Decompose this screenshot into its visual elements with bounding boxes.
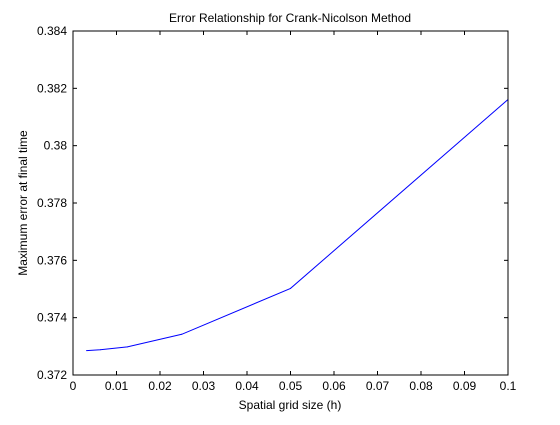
chart-title: Error Relationship for Crank-Nicolson Me…: [169, 11, 411, 25]
y-tick-label: 0.372: [37, 368, 67, 382]
data-point: [126, 346, 128, 348]
data-point: [99, 349, 101, 351]
y-tick-label: 0.38: [44, 139, 68, 153]
x-tick-label: 0.05: [279, 379, 303, 393]
x-tick-label: 0.08: [409, 379, 433, 393]
x-tick-label: 0.06: [322, 379, 346, 393]
x-tick-label: 0.07: [366, 379, 390, 393]
y-tick-label: 0.374: [37, 311, 67, 325]
plot-area: [73, 31, 508, 375]
x-tick-label: 0: [70, 379, 77, 393]
y-tick-label: 0.378: [37, 196, 67, 210]
y-tick-label: 0.384: [37, 24, 67, 38]
y-axis-label: Maximum error at final time: [16, 130, 30, 276]
data-point: [86, 350, 88, 352]
x-tick-label: 0.01: [105, 379, 129, 393]
series-line: [86, 99, 509, 352]
y-tick-label: 0.376: [37, 253, 67, 267]
x-tick-label: 0.04: [235, 379, 259, 393]
plot-frame: [72, 30, 509, 376]
y-axis-ticks: 0.372 0.374 0.376 0.378 0.38 0.382 0.384: [37, 24, 508, 382]
y-tick-label: 0.382: [37, 81, 67, 95]
x-tick-label: 0.02: [148, 379, 172, 393]
x-tick-label: 0.09: [453, 379, 477, 393]
data-point: [290, 287, 291, 289]
x-axis-ticks: 0 0.01 0.02 0.03 0.04 0.05 0.06 0.07 0.08 0.09 0.1: [70, 31, 517, 393]
x-tick-label: 0.03: [192, 379, 216, 393]
x-axis-label: Spatial grid size (h): [239, 398, 342, 412]
x-tick-label: 0.1: [500, 379, 517, 393]
data-point: [181, 333, 183, 335]
